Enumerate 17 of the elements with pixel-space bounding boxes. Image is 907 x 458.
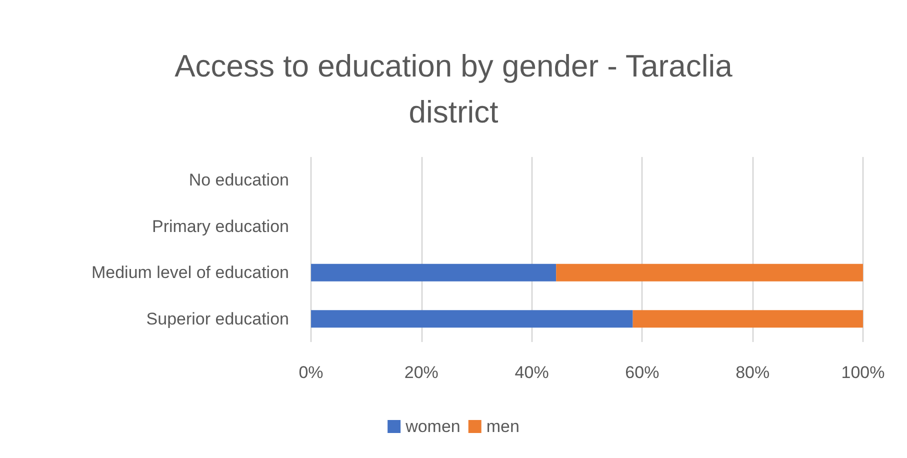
legend-label: women xyxy=(404,417,460,436)
bar xyxy=(632,310,863,328)
bar xyxy=(311,310,633,328)
y-tick-label: Primary education xyxy=(152,216,289,236)
x-tick-label: 60% xyxy=(625,363,660,382)
x-tick-label: 40% xyxy=(514,363,549,382)
bar xyxy=(311,264,556,282)
x-tick-label: 80% xyxy=(736,363,770,382)
y-tick-label: No education xyxy=(188,170,289,190)
x-tick-label: 0% xyxy=(298,363,324,382)
chart-title: Access to education by gender - Taraclia district xyxy=(174,48,734,130)
x-tick-label: 100% xyxy=(841,363,885,382)
bar xyxy=(556,264,863,282)
y-tick-label: Medium level of education xyxy=(91,263,289,282)
x-tick-label: 20% xyxy=(404,363,438,382)
legend-label: men xyxy=(486,417,520,436)
y-tick-label: Superior education xyxy=(146,309,289,328)
